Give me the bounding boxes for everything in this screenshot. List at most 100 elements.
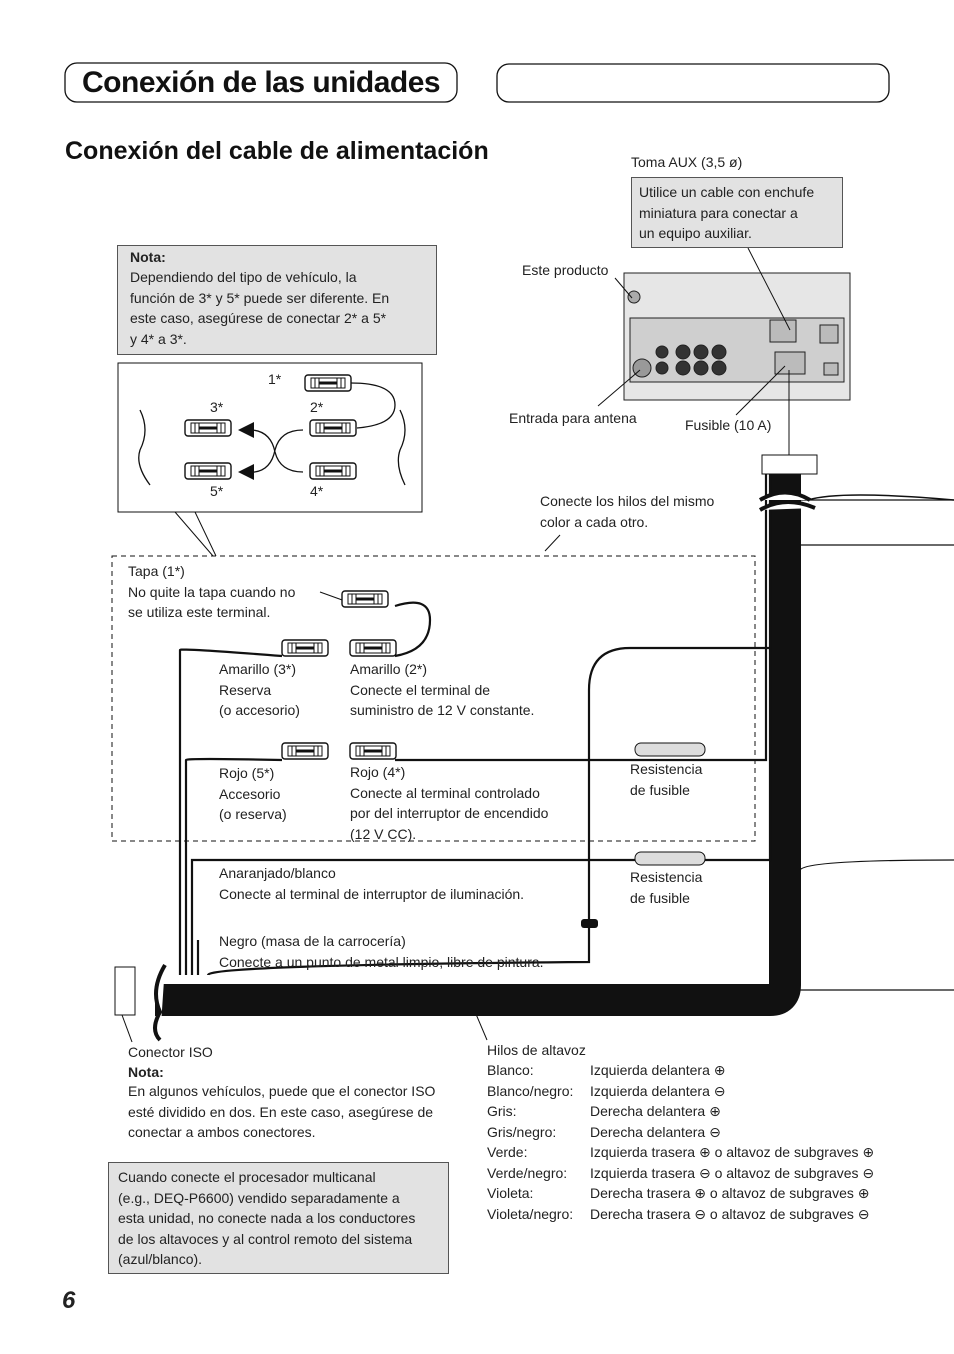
wire-color: Blanco: [487, 1062, 534, 1078]
text-line: (o reserva) [219, 806, 287, 822]
speaker-row: Verde: Izquierda trasera ⊕ o altavoz de s… [487, 1142, 874, 1163]
wire-function: Izquierda trasera ⊕ o altavoz de subgrav… [590, 1144, 875, 1160]
iso-note: En algunos vehículos, puede que el conec… [128, 1081, 435, 1143]
text-line: Accesorio [219, 785, 281, 802]
text-line: este caso, asegúrese de conectar 2* a 5* [130, 310, 387, 326]
wire-color: Gris/negro: [487, 1123, 557, 1140]
wire-color: Blanco/negro: [487, 1082, 574, 1099]
connector-wires [138, 382, 406, 486]
iso-label: Conector ISO [128, 1044, 213, 1060]
text-line: y 4* a 3*. [130, 330, 187, 347]
text-line: Utilice un cable con enchufe [639, 184, 815, 200]
product-label: Este producto [522, 262, 609, 278]
red-4: Rojo (4*) Conecte al terminal controlado p… [350, 763, 548, 845]
fuse-resistor [634, 851, 706, 866]
text-line: por del interruptor de encendido [350, 805, 549, 821]
text-line: color a cada otro. [540, 513, 649, 530]
title-frame [64, 62, 458, 103]
text-line: Dependiendo del tipo de vehículo, la [130, 269, 357, 285]
text-line: Rojo (4*) [350, 764, 406, 780]
note-text: Dependiendo del tipo de vehículo, la func… [130, 267, 389, 349]
wire-color: Gris: [487, 1103, 517, 1119]
text-line: un equipo auxiliar. [639, 225, 752, 241]
empty-frame [496, 63, 890, 103]
fuse-resistor [634, 742, 706, 757]
text-line: Conecte a un punto de metal limpio, libr… [219, 953, 544, 970]
text-line: Cuando conecte el procesador multicanal [118, 1169, 376, 1185]
text-line: (o accesorio) [219, 702, 300, 718]
text-line: Tapa (1*) [128, 563, 185, 579]
fuse-label: Fusible (10 A) [685, 417, 772, 433]
speaker-row: Blanco: Izquierda delantera ⊕ [487, 1060, 874, 1081]
text-line: Conecte el terminal de [350, 681, 491, 698]
text-line: Resistencia [630, 761, 703, 777]
connector-label: 2* [310, 399, 324, 415]
fuse-resistor-label: Resistencia de fusible [630, 867, 702, 908]
text-line: esté dividido en dos. En este caso, aseg… [128, 1103, 434, 1120]
wire-function: Derecha delantera ⊖ [590, 1123, 721, 1140]
break-mark [758, 490, 816, 512]
text-line: No quite la tapa cuando no [128, 583, 296, 600]
wire-color: Violeta/negro: [487, 1205, 574, 1222]
speaker-row: Gris: Derecha delantera ⊕ [487, 1101, 874, 1122]
wire-function: Derecha delantera ⊕ [590, 1103, 721, 1119]
connector-label: 5* [210, 483, 224, 499]
speaker-row: Blanco/negro: Izquierda delantera ⊖ [487, 1081, 874, 1102]
speaker-row: Violeta/negro: Derecha trasera ⊖ o altavo… [487, 1204, 874, 1225]
text-line: esta unidad, no conecte nada a los condu… [118, 1210, 416, 1226]
text-line: de fusible [630, 889, 690, 906]
iso-connector-top [761, 454, 818, 475]
orange-white: Anaranjado/blanco Conecte al terminal de … [219, 863, 524, 904]
connector-label: 1* [268, 371, 282, 387]
text-line: Reserva [219, 681, 272, 698]
text-line: Rojo (5*) [219, 765, 275, 781]
wire-color: Violeta: [487, 1185, 534, 1201]
aux-label: Toma AUX (3,5 ø) [631, 154, 743, 170]
note-heading: Nota: [130, 249, 166, 265]
text-line: Amarillo (3*) [219, 661, 297, 677]
dashed-frame [111, 555, 756, 842]
connector-label: 3* [210, 399, 224, 415]
text-line: suministro de 12 V constante. [350, 702, 535, 718]
text-line: (azul/blanco). [118, 1251, 203, 1267]
text-line: (12 V CC). [350, 825, 417, 842]
wire-function: Derecha trasera ⊕ o altavoz de subgraves… [590, 1185, 870, 1201]
connector-label: 4* [310, 483, 324, 499]
match-colors: Conecte los hilos del mismo color a cada … [540, 491, 714, 532]
text-line: miniatura para conectar a [639, 204, 798, 221]
text-line: conectar a ambos conectores. [128, 1124, 316, 1140]
text-line: Conecte los hilos del mismo [540, 493, 715, 509]
speaker-row: Gris/negro: Derecha delantera ⊖ [487, 1122, 874, 1143]
yellow-3: Amarillo (3*) Reserva (o accesorio) [219, 659, 300, 721]
harness [155, 474, 954, 1016]
wire-color: Verde/negro: [487, 1164, 568, 1181]
red-5: Rojo (5*) Accesorio (o reserva) [219, 763, 287, 825]
iso-connector [114, 966, 136, 1016]
page-title: Conexión de las unidades [82, 66, 441, 99]
wire-function: Derecha trasera ⊖ o altavoz de subgraves… [590, 1205, 870, 1222]
speaker-row: Violeta: Derecha trasera ⊕ o altavoz de s… [487, 1183, 874, 1204]
text-line: Amarillo (2*) [350, 661, 428, 677]
wire-color: Verde: [487, 1144, 528, 1160]
fuse-resistor-label: Resistencia de fusible [630, 759, 702, 800]
processor-note: Cuando conecte el procesador multicanal (… [118, 1168, 415, 1271]
text-line: de fusible [630, 781, 690, 798]
wire-function: Izquierda delantera ⊕ [590, 1062, 726, 1078]
text-line: función de 3* y 5* puede ser diferente. … [130, 289, 390, 306]
antenna-label: Entrada para antena [509, 410, 637, 426]
text-line: (e.g., DEQ-P6600) vendido separadamente … [118, 1189, 400, 1206]
speaker-table: Blanco: Izquierda delantera ⊕ Blanco/negro… [487, 1060, 874, 1224]
text-line: Conecte al terminal de interruptor de il… [219, 885, 525, 902]
text-line: se utiliza este terminal. [128, 604, 271, 620]
text-line: Negro (masa de la carrocería) [219, 933, 406, 949]
text-line: Resistencia [630, 869, 703, 885]
break-mark [153, 963, 167, 1042]
wire-function: Izquierda delantera ⊖ [590, 1082, 726, 1099]
speaker-row: Verde/negro: Izquierda trasera ⊖ o altavo… [487, 1163, 874, 1184]
yellow-2: Amarillo (2*) Conecte el terminal de sumin… [350, 659, 534, 721]
text-line: En algunos vehículos, puede que el conec… [128, 1083, 436, 1099]
section-title: Conexión del cable de alimentación [65, 137, 489, 165]
head-unit [623, 272, 851, 401]
